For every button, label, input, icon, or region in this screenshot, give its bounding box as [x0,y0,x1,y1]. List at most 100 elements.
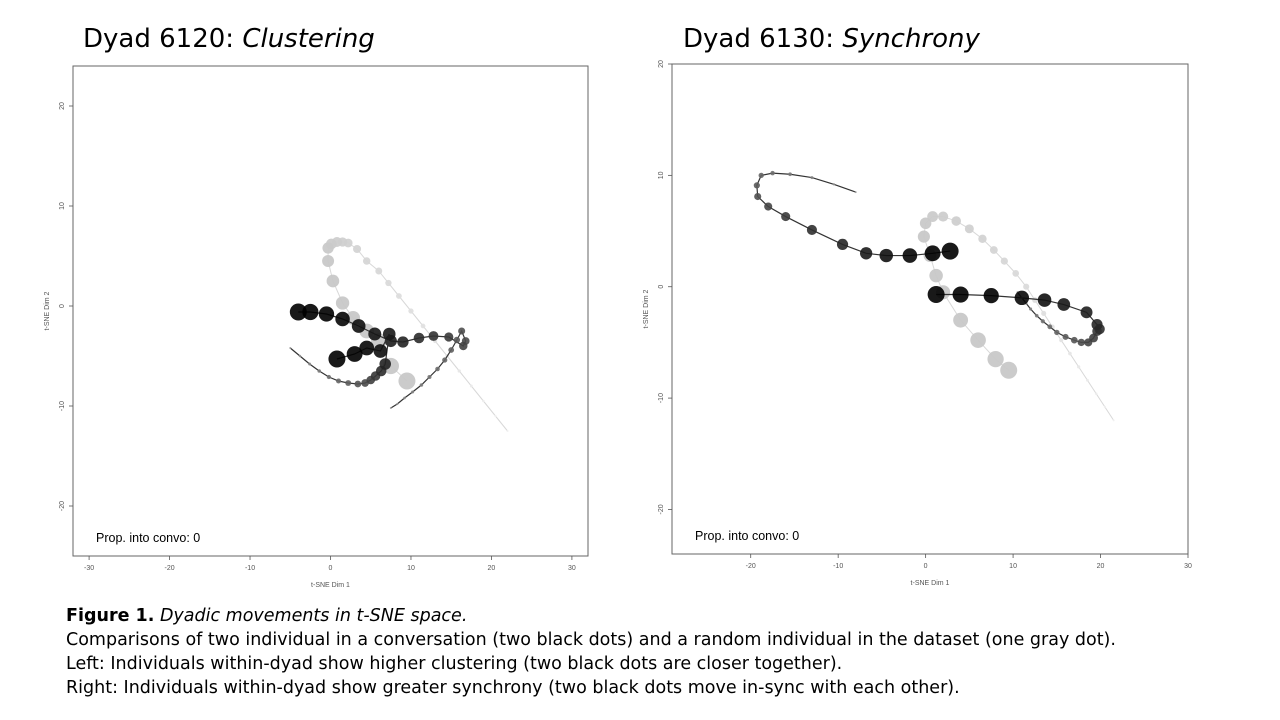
data-point [788,172,792,177]
data-point [382,327,396,341]
x-axis-label: t-SNE Dim 1 [911,580,950,587]
data-point [1080,306,1093,319]
data-point [754,192,762,201]
data-point [951,216,962,226]
right-title-prefix: Dyad 6130: [683,24,843,54]
data-point [1032,297,1038,303]
data-point [806,224,818,236]
data-point [859,247,873,260]
data-point [379,358,391,370]
data-point [1091,319,1103,331]
data-point [1000,361,1018,379]
data-point [506,430,509,432]
data-point [368,327,382,341]
data-point [435,366,440,372]
data-point [983,288,999,304]
data-point [1054,329,1060,336]
y-tick-label: 0 [658,285,665,289]
data-point [336,378,342,384]
data-point [917,230,930,243]
data-point [836,238,849,251]
data-point [419,383,424,387]
data-point [1070,336,1078,344]
data-point [353,244,362,254]
data-point [1047,324,1053,330]
data-point [1059,338,1064,343]
data-point [1037,293,1052,307]
data-point [375,267,383,275]
data-point [970,332,986,348]
x-tick-label: 0 [329,565,333,572]
data-point [345,380,352,386]
data-point [964,224,974,234]
data-point [322,255,335,267]
x-tick-label: -20 [746,563,756,570]
data-point [427,374,432,380]
caption-line-4: Right: Individuals within-dyad show grea… [66,678,960,698]
x-tick-label: 0 [924,563,928,570]
data-point [408,308,414,314]
series-dyad-1 [289,303,470,409]
data-point [781,212,791,222]
data-point [924,245,941,262]
data-point [317,369,322,373]
data-point [482,399,485,403]
data-point [335,311,350,327]
y-tick-label: -10 [658,393,665,403]
data-point [326,274,340,288]
data-point [396,402,399,406]
data-point [328,350,346,368]
data-point [453,336,461,344]
y-tick-label: 20 [59,102,66,110]
data-point [335,296,350,310]
caption-line-3: Left: Individuals within-dyad show highe… [66,654,843,674]
data-point [927,286,945,304]
data-point [458,327,466,335]
data-point [494,414,497,418]
data-point [1062,333,1069,340]
y-axis-label: t-SNE Dim 2 [44,291,51,330]
data-point [1057,298,1071,311]
left-panel-title: Dyad 6120: Clustering [83,24,375,54]
data-point [411,390,415,394]
data-point [398,372,416,390]
data-point [927,211,939,222]
trajectory-line [923,216,1115,421]
data-point [469,384,473,388]
y-tick-label: 20 [658,60,665,68]
data-point [953,312,969,328]
data-point [1094,392,1098,395]
data-point [989,246,998,254]
data-point [413,332,425,344]
data-point [359,340,375,356]
data-point [987,350,1004,368]
data-point [403,396,406,400]
data-point [302,303,319,321]
series-dyad-2 [289,327,396,388]
data-point [1014,290,1030,306]
data-point [444,332,454,342]
left-title-prefix: Dyad 6120: [83,24,243,54]
caption-figure-label: Figure 1. [66,606,155,626]
data-point [351,319,366,333]
data-point [978,234,987,244]
data-point [929,268,943,283]
data-point [753,182,760,189]
x-tick-label: -30 [84,565,94,572]
y-axis-label: t-SNE Dim 2 [643,289,650,328]
x-tick-label: 30 [1184,563,1192,570]
x-axis-label: t-SNE Dim 1 [311,582,350,589]
data-point [373,344,388,358]
y-tick-label: -20 [658,504,665,514]
data-point [396,293,402,299]
data-point [308,362,312,366]
right-title-emphasis: Synchrony [842,24,980,54]
data-point [832,183,836,186]
series-dyad-1 [753,170,959,263]
y-tick-label: -10 [59,401,66,411]
data-point [389,407,392,409]
x-tick-label: -10 [833,563,843,570]
data-point [941,242,959,260]
data-point [354,380,362,388]
y-tick-label: 0 [59,304,66,308]
